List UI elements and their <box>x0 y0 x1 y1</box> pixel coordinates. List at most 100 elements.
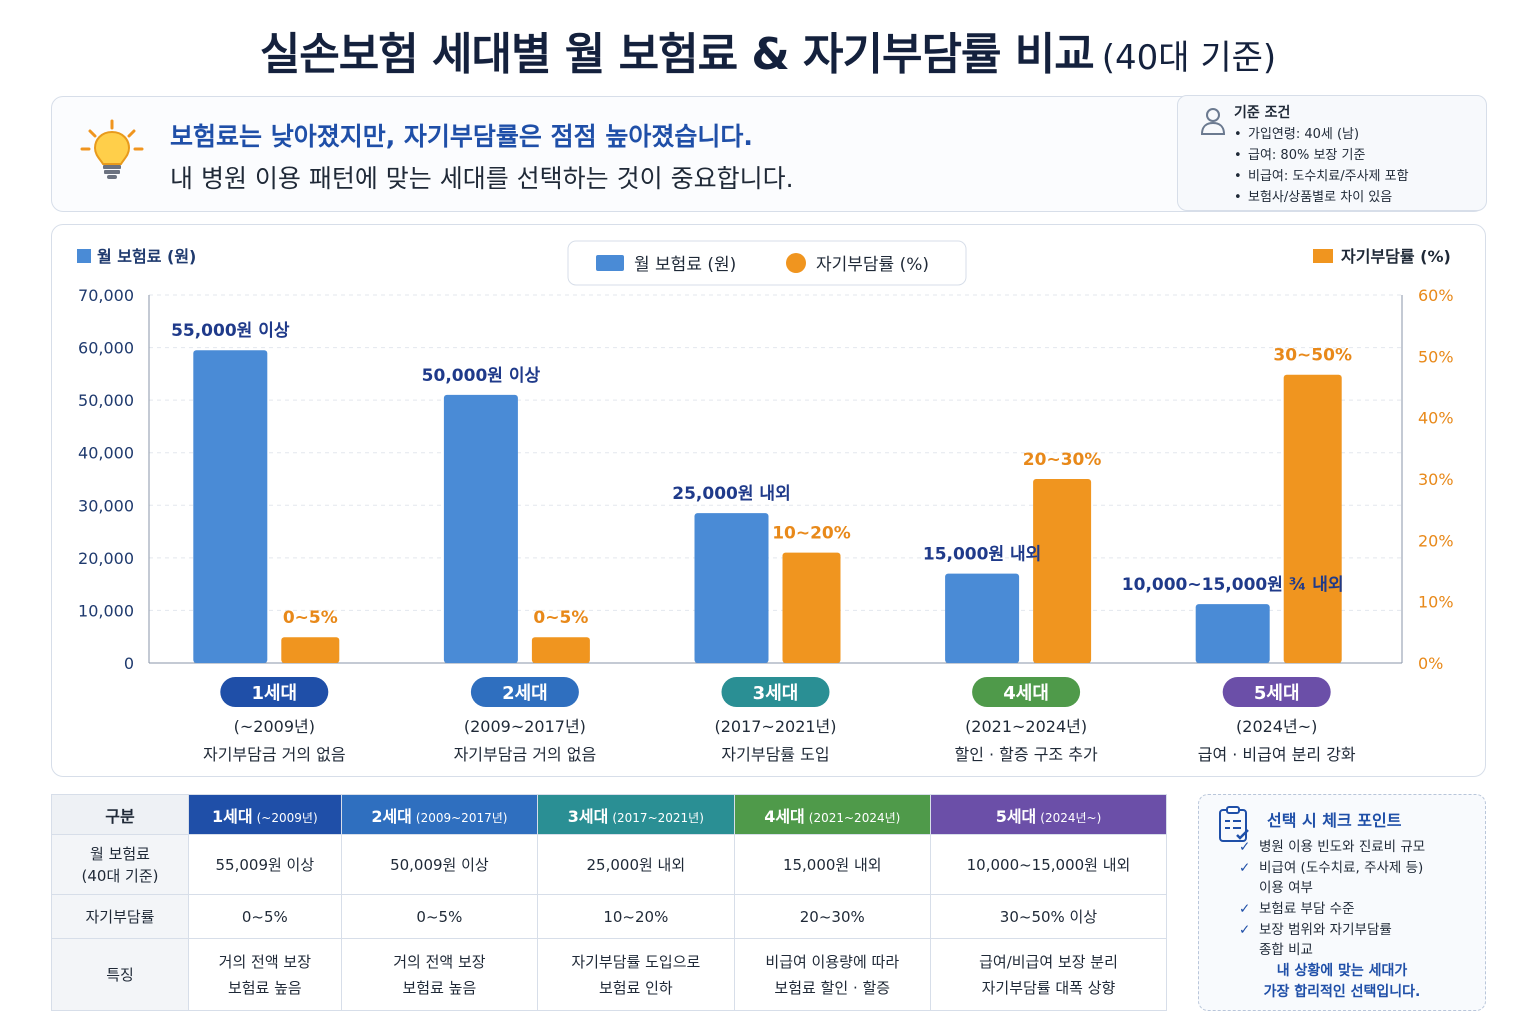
premium-bar <box>694 513 769 663</box>
conclusion-line: 가장 합리적인 선택입니다. <box>1263 984 1421 1000</box>
checkmark-icon: ✓ <box>1239 860 1251 876</box>
table-cell: 0~5% <box>188 894 342 939</box>
left-tick-label: 60,000 <box>78 339 134 358</box>
category-period: (2009~2017년) <box>464 717 586 736</box>
generation-pill <box>721 677 830 707</box>
table-header-cell: 2세대 (2009~2017년) <box>340 794 539 835</box>
right-tick-label: 60% <box>1418 286 1454 305</box>
header-period: (~2009년) <box>256 810 318 825</box>
premium-data-label: 50,000원 이상 <box>422 366 541 386</box>
right-tick-label: 10% <box>1418 593 1454 612</box>
cell-line: 0~5% <box>416 907 463 926</box>
premium-data-label: 25,000원 내외 <box>672 484 790 504</box>
table-corner: 구분 <box>51 794 189 835</box>
category-note: 자기부담금 거의 없음 <box>454 745 597 764</box>
checkmark-icon: ✓ <box>1239 901 1251 917</box>
left-tick-label: 20,000 <box>78 549 134 568</box>
cell-line: 55,009원 이상 <box>215 855 315 874</box>
left-tick-label: 50,000 <box>78 391 134 410</box>
header-period: (2009~2017년) <box>415 810 508 825</box>
category-period: (2024년~) <box>1236 717 1317 736</box>
insight-headline: 보험료는 낮아졌지만, 자기부담률은 점점 높아졌습니다. <box>170 122 753 151</box>
copay-bar <box>782 552 841 663</box>
header-period: (2024년~) <box>1040 810 1102 825</box>
copay-data-label: 30~50% <box>1273 346 1352 366</box>
criteria-item: 보험사/상품별로 차이 있음 <box>1234 187 1476 208</box>
generation-pill <box>972 677 1081 707</box>
category-note: 급여 · 비급여 분리 강화 <box>1198 745 1356 764</box>
cell-line: 보험료 할인 · 할증 <box>774 978 891 997</box>
table-cell: 자기부담률 도입으로 보험료 인하 <box>537 938 735 1011</box>
copay-data-label: 0~5% <box>283 608 338 628</box>
table-cell: 거의 전액 보장 보험료 높음 <box>340 938 539 1011</box>
cell-line: 보험료 높음 <box>402 978 477 997</box>
category-label: 4세대 <box>1003 683 1049 704</box>
criteria-list: 가입연령: 40세 (남) 급여: 80% 보장 기준 비급여: 도수치료/주사… <box>1234 124 1476 208</box>
copay-data-label: 10~20% <box>772 524 851 544</box>
generation-pill <box>470 677 579 707</box>
table-cell: 급여/비급여 보장 분리 자기부담률 대폭 상향 <box>929 938 1168 1011</box>
table-cell: 10,000~15,000원 내외 <box>929 834 1168 895</box>
table-cell: 55,009원 이상 <box>188 834 342 895</box>
cell-line: 10~20% <box>603 907 669 926</box>
title-main: 실손보험 세대별 월 보험료 & 자기부담률 비교 <box>259 29 1095 80</box>
criteria-item: 비급여: 도수치료/주사제 포함 <box>1234 166 1476 187</box>
cell-line: 25,000원 내외 <box>586 855 686 874</box>
comparison-table: 구분 1세대 (~2009년) 2세대 (2009~2017년) 3세대 (2017~202… <box>51 794 1168 1011</box>
left-axis-swatch <box>77 249 91 263</box>
row-head-line: (40대 기준) <box>81 866 159 885</box>
category-label: 5세대 <box>1254 683 1300 704</box>
page-title: 실손보험 세대별 월 보험료 & 자기부담률 비교 (40대 기준) <box>0 18 1536 82</box>
right-tick-label: 40% <box>1418 409 1454 428</box>
table-cell: 10~20% <box>537 894 735 939</box>
premium-data-label: 15,000원 내외 <box>923 545 1041 565</box>
copay-bar <box>1283 374 1342 663</box>
criteria-item: 가입연령: 40세 (남) <box>1234 124 1476 145</box>
title-sub: (40대 기준) <box>1101 38 1277 78</box>
checklist-items: ✓ 병원 이용 빈도와 진료비 규모 ✓ 비급여 (도수치료, 주사제 등) 이용 여부… <box>1239 837 1475 961</box>
premium-data-label: 10,000~15,000원 ¾ 내외 <box>1122 575 1344 595</box>
left-tick-label: 40,000 <box>78 444 134 463</box>
cell-line: 10,000~15,000원 내외 <box>966 855 1131 874</box>
cell-line: 급여/비급여 보장 분리 <box>979 952 1118 971</box>
table-cell: 거의 전액 보장 보험료 높음 <box>188 938 342 1011</box>
cell-line: 15,000원 내외 <box>782 855 882 874</box>
header-generation: 2세대 <box>371 806 412 826</box>
chart-panel: 0 10,000 20,000 30,000 40,000 50,000 60,000 70,… <box>51 224 1486 777</box>
right-axis-swatch <box>1313 249 1333 263</box>
copay-bar <box>281 637 340 663</box>
header-period: (2017~2021년) <box>612 810 704 825</box>
conclusion-line: 내 상황에 맞는 세대가 <box>1276 963 1408 979</box>
copay-data-label: 0~5% <box>533 608 588 628</box>
cell-line: 20~30% <box>799 907 865 926</box>
checklist-box: 선택 시 체크 포인트 ✓ 병원 이용 빈도와 진료비 규모 ✓ 비급여 (도수치료,… <box>1198 794 1486 1011</box>
header-period: (2021~2024년) <box>808 810 901 825</box>
checklist-item: ✓ 보험료 부담 수준 <box>1239 899 1475 919</box>
row-head-line: 자기부담률 <box>85 907 155 926</box>
right-tick-label: 0% <box>1418 654 1443 673</box>
premium-bar <box>945 573 1020 663</box>
cell-line: 0~5% <box>241 907 288 926</box>
table-header-cell: 3세대 (2017~2021년) <box>537 794 735 835</box>
clipboard-check-icon <box>1219 806 1249 842</box>
table-header-row: 구분 1세대 (~2009년) 2세대 (2009~2017년) 3세대 (2017~202… <box>51 794 1168 835</box>
table-cell: 15,000원 내외 <box>733 834 931 895</box>
row-head-line: 월 보험료 <box>90 844 150 863</box>
checklist-item: ✓ 병원 이용 빈도와 진료비 규모 <box>1239 837 1475 857</box>
table-cell: 20~30% <box>733 894 931 939</box>
table-row: 자기부담률 0~5% 0~5% 10~20% 20~30% 30~50% 이상 <box>51 894 1168 939</box>
header-generation: 1세대 <box>212 806 253 826</box>
table-header-cell: 5세대 (2024년~) <box>929 794 1168 835</box>
copay-bar <box>531 637 590 663</box>
header-generation: 5세대 <box>995 806 1037 826</box>
table-cell: 30~50% 이상 <box>929 894 1168 939</box>
category-period: (2017~2021년) <box>714 717 836 736</box>
left-tick-label: 70,000 <box>78 286 134 305</box>
checklist-item-line: 보험료 부담 수준 <box>1259 901 1355 917</box>
premium-data-label: 55,000원 이상 <box>171 321 290 341</box>
category-note: 자기부담금 거의 없음 <box>203 745 346 764</box>
generation-pill <box>220 677 329 707</box>
lightbulb-icon <box>80 119 144 179</box>
table-row: 월 보험료 (40대 기준) 55,009원 이상 50,009원 이상 25,000원… <box>51 834 1168 895</box>
left-tick-label: 30,000 <box>78 496 134 515</box>
